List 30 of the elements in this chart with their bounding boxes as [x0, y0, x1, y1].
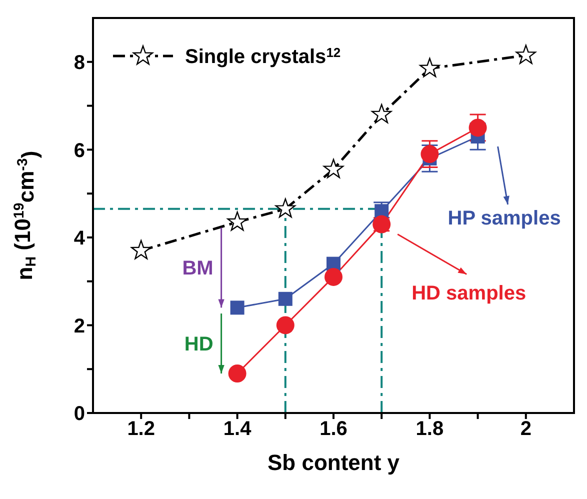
legend-label: Single crystals$^{12}$: [185, 45, 341, 68]
x-tick-label: 1.8: [416, 418, 444, 440]
x-tick-label: 1.6: [320, 418, 348, 440]
y-tick-label: 8: [74, 52, 85, 74]
point: [276, 316, 294, 334]
y-tick-label: 2: [74, 315, 85, 338]
point: [420, 145, 439, 164]
x-axis-title: Sb content y: [267, 450, 400, 475]
point: [324, 268, 342, 286]
point: [227, 211, 248, 231]
point: [516, 44, 536, 64]
point: [278, 292, 292, 306]
x-tick-label: 1.4: [223, 418, 252, 440]
point: [323, 158, 344, 178]
point: [468, 118, 487, 137]
point: [275, 198, 296, 218]
annotation: HD: [184, 334, 214, 356]
x-tick-label: 2: [520, 418, 532, 440]
point: [371, 104, 392, 124]
annotation: HD samples: [412, 282, 526, 304]
annotation: BM: [182, 258, 214, 280]
y-tick-label: 0: [74, 403, 85, 426]
y-tick-label: 6: [74, 140, 85, 162]
point: [130, 240, 152, 260]
x-tick-label: 1.2: [127, 418, 156, 440]
point: [228, 364, 246, 382]
annotation: HP samples: [448, 208, 561, 230]
y-tick-label: 4: [74, 228, 86, 250]
point: [230, 300, 244, 315]
point: [420, 58, 440, 78]
